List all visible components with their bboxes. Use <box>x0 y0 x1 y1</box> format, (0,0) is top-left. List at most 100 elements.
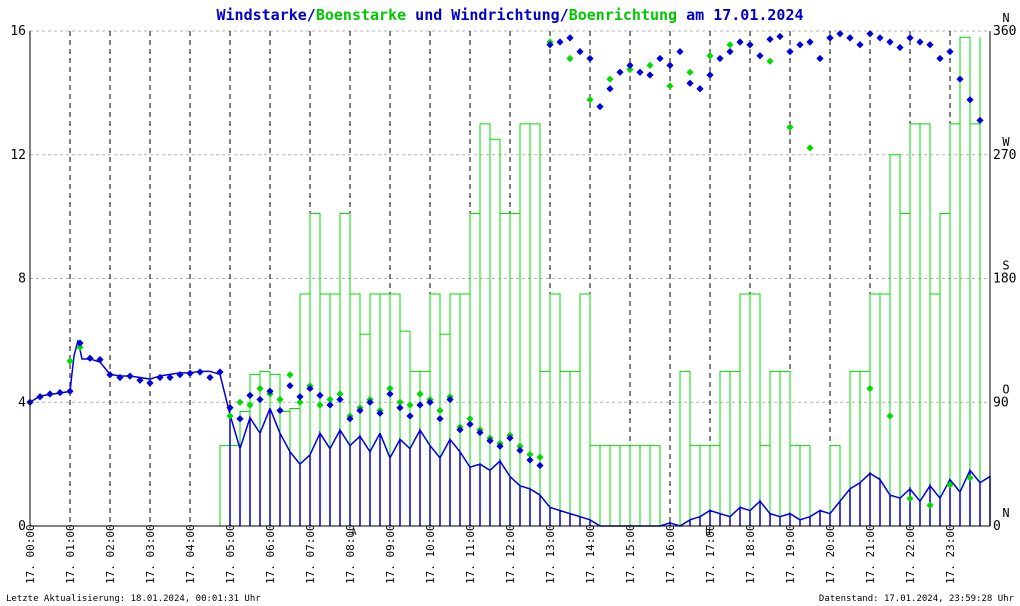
x-tick-label: 17. 07:00 <box>304 524 317 584</box>
point-windrichtung <box>246 391 254 399</box>
y2-tick-label: 270 <box>993 148 1016 163</box>
point-windrichtung <box>426 398 434 406</box>
point-windrichtung <box>386 390 394 398</box>
point-boenrichtung <box>666 82 674 90</box>
point-windrichtung <box>956 75 964 83</box>
point-windrichtung <box>716 54 724 63</box>
point-windrichtung <box>666 61 674 69</box>
title-part: Boenrichtung <box>569 6 677 24</box>
point-boenrichtung <box>386 384 394 393</box>
x-tick-label: 17. 21:00 <box>864 524 877 584</box>
axis-marker: U <box>705 528 710 538</box>
point-windrichtung <box>556 38 564 46</box>
point-windrichtung <box>646 71 654 79</box>
point-windrichtung <box>776 32 784 41</box>
point-windrichtung <box>876 34 884 42</box>
point-boenrichtung <box>726 41 734 49</box>
point-boenrichtung <box>466 415 474 423</box>
point-windrichtung <box>726 48 734 56</box>
point-boenrichtung <box>436 406 444 415</box>
series-line-boenstarke <box>219 36 981 527</box>
x-tick-label: 17. 13:00 <box>544 524 557 584</box>
x-tick-label: 17. 00:00 <box>24 524 37 584</box>
point-windrichtung <box>756 52 764 60</box>
point-windrichtung <box>446 395 454 404</box>
point-boenrichtung <box>586 96 594 104</box>
point-boenrichtung <box>766 57 774 65</box>
point-windrichtung <box>906 34 914 42</box>
point-boenrichtung <box>326 395 334 404</box>
point-windrichtung <box>616 68 624 76</box>
x-tick-label: 17. 23:00 <box>944 524 957 584</box>
point-boenrichtung <box>236 398 244 406</box>
point-boenrichtung <box>686 68 694 76</box>
point-windrichtung <box>266 387 274 395</box>
compass-label: S <box>1002 259 1009 273</box>
point-windrichtung <box>256 395 264 404</box>
point-windrichtung <box>606 85 614 93</box>
point-windrichtung <box>366 398 374 406</box>
point-windrichtung <box>116 373 124 382</box>
title-part: Windstarke <box>216 6 306 24</box>
point-boenrichtung <box>516 442 524 450</box>
point-windrichtung <box>96 356 104 364</box>
point-windrichtung <box>316 391 324 399</box>
point-windrichtung <box>506 434 514 442</box>
point-windrichtung <box>326 401 334 409</box>
point-windrichtung <box>166 373 174 382</box>
point-boenrichtung <box>886 412 894 420</box>
title-part: und <box>406 6 451 24</box>
point-windrichtung <box>236 415 244 423</box>
title-part: Windrichtung <box>451 6 559 24</box>
point-boenrichtung <box>606 75 614 83</box>
point-windrichtung <box>206 373 214 382</box>
point-windrichtung <box>836 30 844 38</box>
y-tick-label: 12 <box>10 148 26 163</box>
point-boenrichtung <box>256 384 264 393</box>
point-windrichtung <box>396 404 404 412</box>
y2-tick-label: 180 <box>993 272 1016 287</box>
point-windrichtung <box>176 371 184 379</box>
x-tick-label: 17. 22:00 <box>904 524 917 584</box>
x-tick-label: 17. 03:00 <box>144 524 157 584</box>
point-boenrichtung <box>786 123 794 131</box>
point-windrichtung <box>526 456 534 464</box>
point-windrichtung <box>86 354 94 362</box>
point-windrichtung <box>916 38 924 46</box>
point-windrichtung <box>126 372 134 380</box>
x-tick-label: 17. 17:00 <box>704 524 717 584</box>
title-part: / <box>560 6 569 24</box>
point-windrichtung <box>296 393 304 401</box>
point-windrichtung <box>346 415 354 423</box>
point-boenrichtung <box>226 412 234 420</box>
title-part: / <box>307 6 316 24</box>
point-windrichtung <box>276 406 284 415</box>
point-windrichtung <box>656 54 664 63</box>
compass-label: O <box>1002 382 1009 396</box>
point-boenrichtung <box>66 357 74 365</box>
x-tick-label: 17. 19:00 <box>784 524 797 584</box>
point-windrichtung <box>816 54 824 63</box>
point-windrichtung <box>136 376 144 384</box>
point-boenrichtung <box>806 144 814 152</box>
point-windrichtung <box>466 420 474 428</box>
point-boenrichtung <box>316 401 324 409</box>
x-tick-label: 17. 12:00 <box>504 524 517 584</box>
x-tick-label: 17. 09:00 <box>384 524 397 584</box>
point-boenrichtung <box>866 384 874 393</box>
footer-right: Datenstand: 17.01.2024, 23:59:28 Uhr <box>819 594 1015 604</box>
compass-label: N <box>1002 506 1009 520</box>
point-windrichtung <box>456 426 464 434</box>
point-boenrichtung <box>276 395 284 404</box>
point-windrichtung <box>196 368 204 376</box>
wind-series <box>29 340 991 527</box>
point-windrichtung <box>516 446 524 454</box>
point-boenrichtung <box>536 453 544 461</box>
point-windrichtung <box>746 41 754 49</box>
point-boenrichtung <box>566 54 574 63</box>
x-tick-label: 17. 06:00 <box>264 524 277 584</box>
x-tick-label: 17. 10:00 <box>424 524 437 584</box>
y2-tick-label: 0 <box>993 519 1001 534</box>
point-boenrichtung <box>926 501 934 509</box>
